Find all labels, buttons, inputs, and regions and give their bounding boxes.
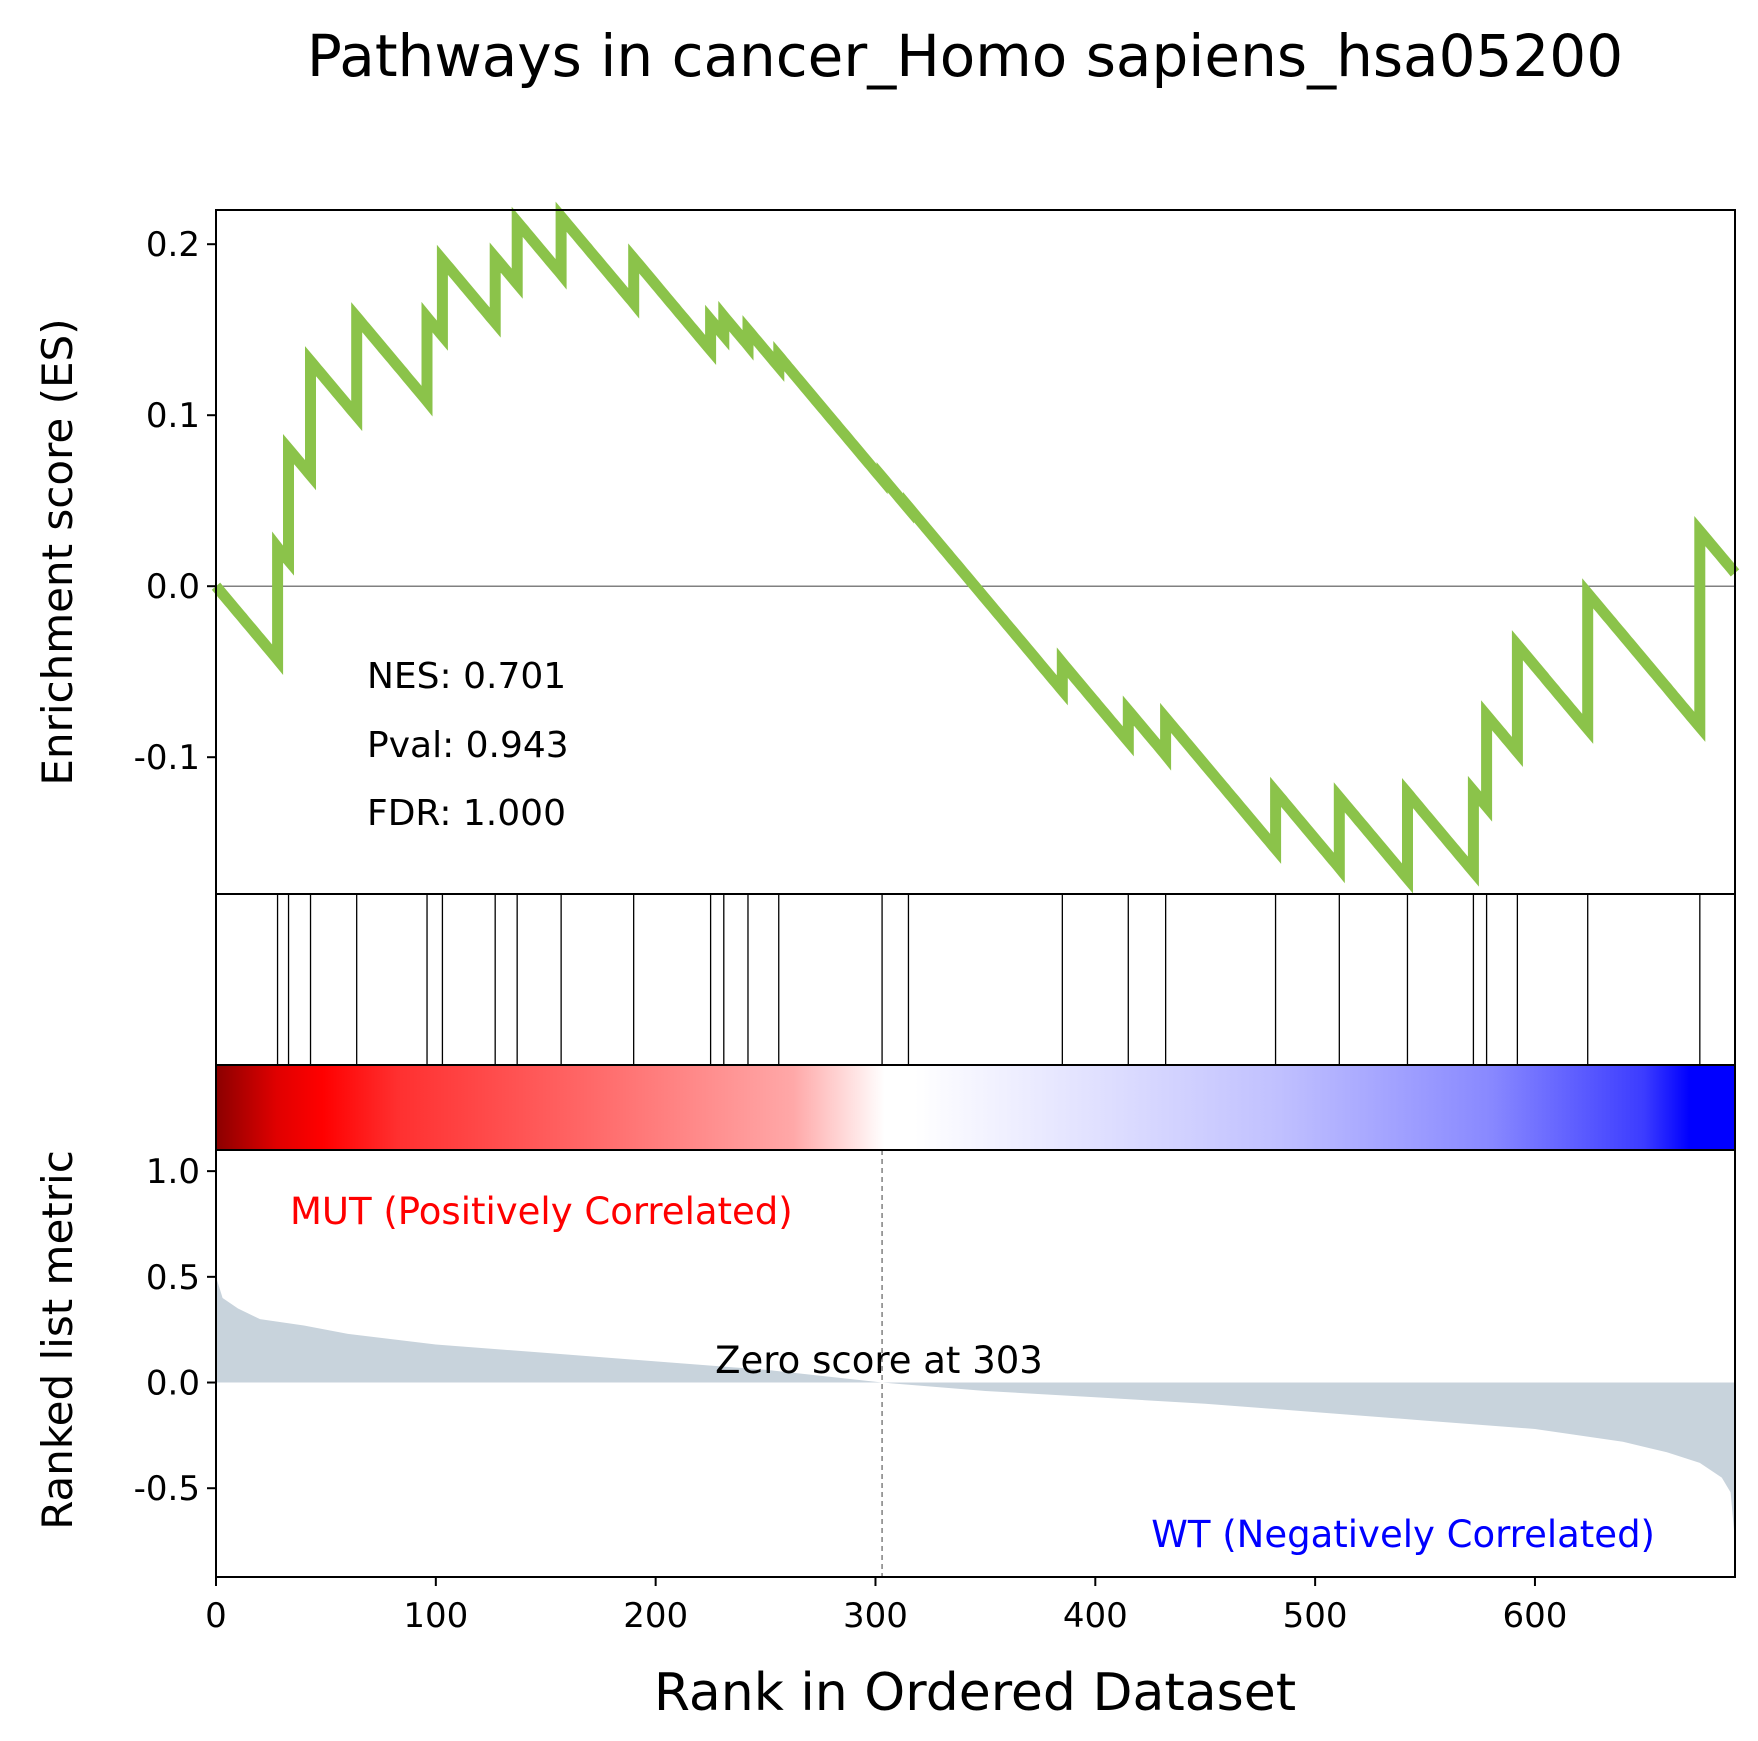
metric-panel: 1.0 0.5 0.0 -0.5 Ranked list metric MUT (Po… — [33, 1149, 1736, 1578]
metric-y-tick-label: 1.0 — [146, 1152, 200, 1192]
metric-area — [216, 1276, 1735, 1542]
fdr-stat: FDR: 1.000 — [367, 793, 566, 834]
es-y-tick-label: 0.1 — [146, 396, 200, 436]
x-tick-label: 0 — [205, 1596, 227, 1636]
es-y-axis: 0.2 0.1 0.0 -0.1 — [134, 225, 216, 778]
hit-marks — [276, 894, 1701, 1065]
es-curve — [211, 201, 1740, 894]
x-axis-label: Rank in Ordered Dataset — [654, 1663, 1296, 1723]
es-y-tick-label: 0.0 — [146, 567, 200, 607]
positive-phenotype-label: MUT (Positively Correlated) — [290, 1190, 793, 1233]
metric-y-tick-label: 0.0 — [146, 1364, 200, 1404]
hit-panel-frame — [215, 893, 1736, 1066]
x-tick-label: 400 — [1063, 1596, 1128, 1636]
es-y-axis-label: Enrichment score (ES) — [33, 318, 82, 785]
x-tick-label: 600 — [1503, 1596, 1568, 1636]
es-panel: 0.2 0.1 0.0 -0.1 Enrichment score (ES) NES:… — [33, 201, 1740, 895]
x-axis: 0 100 200 300 400 500 600 — [205, 1577, 1567, 1636]
zero-score-label: Zero score at 303 — [715, 1339, 1043, 1382]
metric-y-tick-label: -0.5 — [134, 1469, 200, 1509]
x-tick-label: 500 — [1283, 1596, 1348, 1636]
metric-y-tick-label: 0.5 — [146, 1258, 200, 1298]
rank-colorbar — [215, 1064, 1736, 1151]
es-y-tick-label: 0.2 — [146, 225, 200, 265]
hit-panel — [215, 893, 1736, 1066]
nes-stat: NES: 0.701 — [367, 656, 566, 697]
es-y-tick-label: -0.1 — [134, 738, 200, 778]
pval-stat: Pval: 0.943 — [367, 725, 569, 766]
x-tick-label: 300 — [843, 1596, 908, 1636]
metric-y-axis-label: Ranked list metric — [33, 1150, 82, 1530]
x-tick-label: 100 — [403, 1596, 468, 1636]
negative-phenotype-label: WT (Negatively Correlated) — [1151, 1513, 1655, 1556]
metric-panel-frame — [215, 1149, 1736, 1578]
chart-title: Pathways in cancer_Homo sapiens_hsa05200 — [307, 22, 1623, 90]
x-tick-label: 200 — [623, 1596, 688, 1636]
metric-y-axis: 1.0 0.5 0.0 -0.5 — [134, 1152, 216, 1509]
